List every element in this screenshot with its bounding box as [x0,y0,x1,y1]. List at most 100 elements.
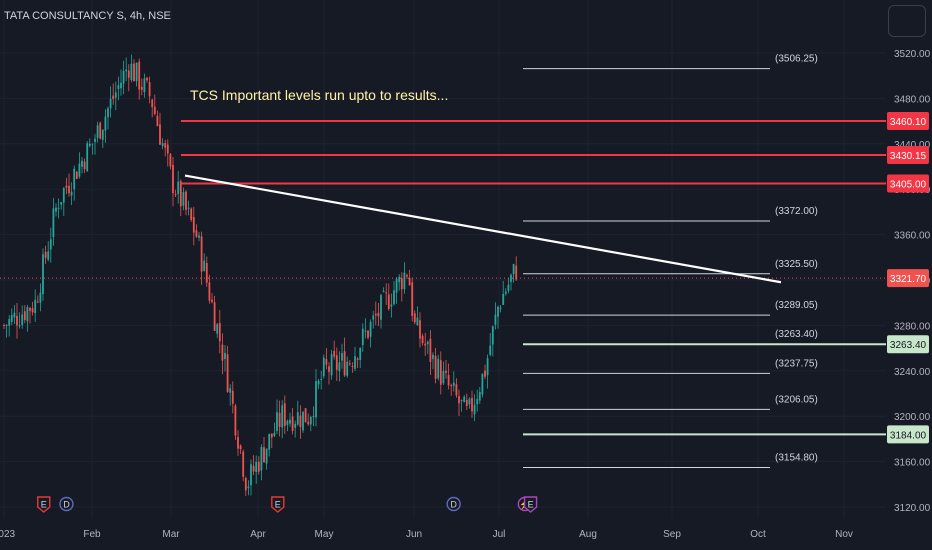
candle-body [169,154,172,167]
candle-body [57,207,60,209]
candle-body [364,330,367,332]
candle-body [86,143,89,172]
candle-body [120,82,122,89]
candle-body [289,419,291,424]
candle-body [10,315,13,322]
symbol-label: TATA CONSULTANCY S, 4h, NSE [4,10,171,22]
candle-body [348,363,351,365]
candle-body [437,358,440,379]
candle-body [455,384,458,396]
candle-body [442,370,445,384]
candle-body [510,274,512,282]
chart-settings-button[interactable] [888,5,926,37]
candle-body [260,446,263,471]
candle-body [146,77,148,81]
last-price-tag-bg [887,269,929,288]
candle-body [489,345,492,355]
candle-body [109,98,112,109]
x-tick-label: Feb [83,529,101,540]
candle-body [499,307,502,309]
candle-body [203,260,206,271]
dividend-marker [59,496,74,512]
candle-body [16,315,18,326]
candle-body [460,399,463,401]
level-lines: (3506.25) (3372.00) (3325.50) (3289.05) (326… [0,54,886,469]
candle-body [315,381,317,418]
candle-body [411,282,414,316]
candle-body [151,99,154,108]
candle-body [307,421,310,425]
candle-body [78,163,81,177]
y-tick-label: 3280.00 [894,321,931,332]
candle-body [47,251,50,260]
earnings-marker [271,496,285,513]
candle-body [213,302,216,331]
candle-body [42,254,44,294]
candle-body [406,275,408,277]
candle-body [346,361,349,376]
candle-body [18,325,21,327]
candle-body [424,343,427,346]
candle-body [512,264,515,275]
candle-body [83,161,86,169]
candle-body [114,92,117,98]
candle-body [351,365,354,367]
candle-body [91,143,94,145]
candle-body [68,185,70,194]
candle-body [335,355,338,370]
candle-body [515,265,518,280]
candle-body [237,437,239,449]
x-tick-label: Sep [663,529,681,540]
x-tick-label: Oct [750,529,766,540]
resistance-price-tag: 3405.00 [890,180,927,191]
y-tick-label: 3160.00 [894,458,931,469]
candle-body [276,412,278,431]
x-tick-label: May [315,529,334,540]
x-tick-label: 2023 [0,529,16,540]
y-tick-label: 3240.00 [894,367,931,378]
candle-body [148,82,151,97]
candle-body [416,317,419,326]
candle-body [247,486,250,489]
y-tick-label: 3120.00 [894,503,931,514]
candle-body [478,392,481,401]
candle-body [135,62,138,82]
candle-body [325,358,328,365]
dividend-marker [446,496,461,512]
candle-body [198,235,200,238]
candle-body [29,308,31,311]
candle-body [377,312,380,317]
candle-body [359,348,362,360]
candle-body [419,320,421,339]
candle-body [463,396,466,403]
candle-body [421,335,424,344]
candle-body [34,299,37,313]
candle-body [200,236,203,272]
candle-body [99,122,102,139]
level-label: (3372.00) [775,206,818,217]
candle-body [445,370,447,373]
candle-body [182,192,185,206]
candle-body [60,201,63,205]
candle-body [330,354,333,376]
candle-body [413,313,416,323]
candle-body [242,451,245,477]
candle-body [172,164,174,194]
candle-body [317,380,320,385]
candle-body [8,318,11,326]
level-label: (3289.05) [775,300,818,311]
candle-body [263,447,265,463]
candle-body [476,398,479,405]
candle-body [382,290,385,292]
y-tick-label: 3520.00 [894,49,931,60]
candle-body [302,411,304,431]
candle-body [153,106,156,114]
candle-body [356,358,359,360]
candle-body [328,366,330,372]
candle-body [268,433,271,450]
level-label: (3154.80) [775,453,818,464]
candle-body [481,373,484,395]
candle-body [400,278,403,290]
